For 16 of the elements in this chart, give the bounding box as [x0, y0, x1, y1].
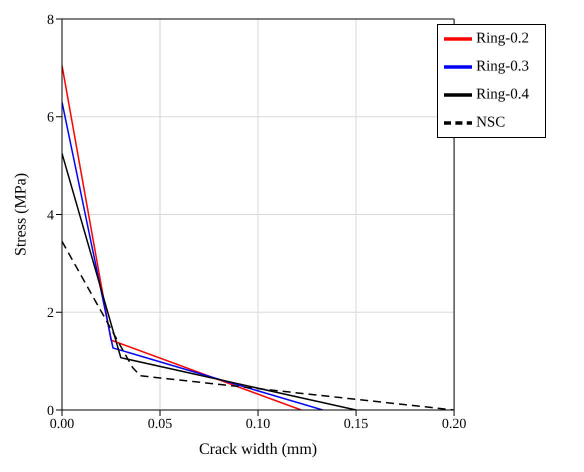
y-tick-label: 2 — [47, 306, 54, 322]
x-tick-label: 0.00 — [50, 416, 74, 432]
legend-label: Ring-0.2 — [476, 30, 529, 46]
x-tick-label: 0.15 — [344, 416, 368, 432]
x-tick-label: 0.20 — [442, 416, 466, 432]
x-axis-title: Crack width (mm) — [198, 441, 318, 458]
y-axis-title: Stress (MPa) — [12, 172, 30, 256]
legend-label: NSC — [476, 114, 506, 130]
x-tick-label: 0.05 — [148, 416, 172, 432]
x-tick-label: 0.10 — [246, 416, 270, 432]
legend-label: Ring-0.3 — [476, 58, 529, 74]
y-tick-label: 8 — [47, 12, 54, 28]
y-tick-label: 6 — [47, 110, 54, 126]
y-tick-label: 0 — [47, 404, 54, 419]
y-tick-label: 4 — [47, 208, 54, 224]
legend-label: Ring-0.4 — [476, 86, 529, 102]
